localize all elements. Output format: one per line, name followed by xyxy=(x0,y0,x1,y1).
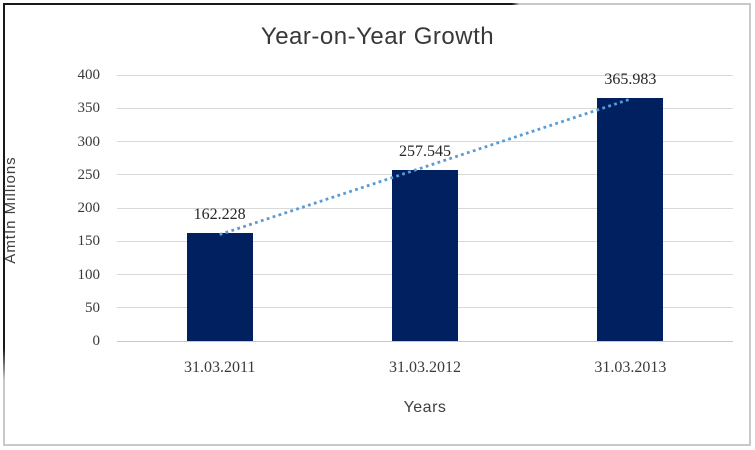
y-tick-label-50: 50 xyxy=(85,299,100,316)
data-label-31.03.2011: 162.228 xyxy=(193,206,246,224)
x-tick-label-31.03.2013: 31.03.2013 xyxy=(594,359,667,376)
picture-border-bottom xyxy=(3,444,751,446)
y-tick-label-0: 0 xyxy=(92,333,101,349)
gridline-350 xyxy=(117,107,733,109)
bar-31.03.2013 xyxy=(597,97,664,341)
gridline-400 xyxy=(117,74,733,76)
picture-border-top xyxy=(4,3,751,5)
y-tick-label-400: 400 xyxy=(77,67,101,83)
y-tick-label-350: 350 xyxy=(77,100,101,117)
data-label-31.03.2013: 365.983 xyxy=(604,70,657,88)
y-tick-label-250: 250 xyxy=(77,166,101,183)
x-axis-title: Years xyxy=(403,399,447,416)
gridline-300 xyxy=(117,141,733,142)
x-tick-label-31.03.2011: 31.03.2011 xyxy=(183,359,256,376)
data-label-31.03.2012: 257.545 xyxy=(399,142,451,160)
y-tick-label-300: 300 xyxy=(77,133,101,150)
picture-border-left xyxy=(3,3,5,446)
y-tick-label-200: 200 xyxy=(77,200,101,216)
picture-border-right xyxy=(749,3,751,446)
gridline-0 xyxy=(117,340,733,342)
y-tick-label-100: 100 xyxy=(77,266,101,283)
x-tick-label-31.03.2012: 31.03.2012 xyxy=(389,359,461,376)
bar-31.03.2011 xyxy=(186,233,253,341)
chart-title: Year-on-Year Growth xyxy=(260,23,495,50)
y-tick-label-150: 150 xyxy=(77,233,101,250)
bar-31.03.2012 xyxy=(392,169,458,341)
trendline xyxy=(219,97,631,236)
